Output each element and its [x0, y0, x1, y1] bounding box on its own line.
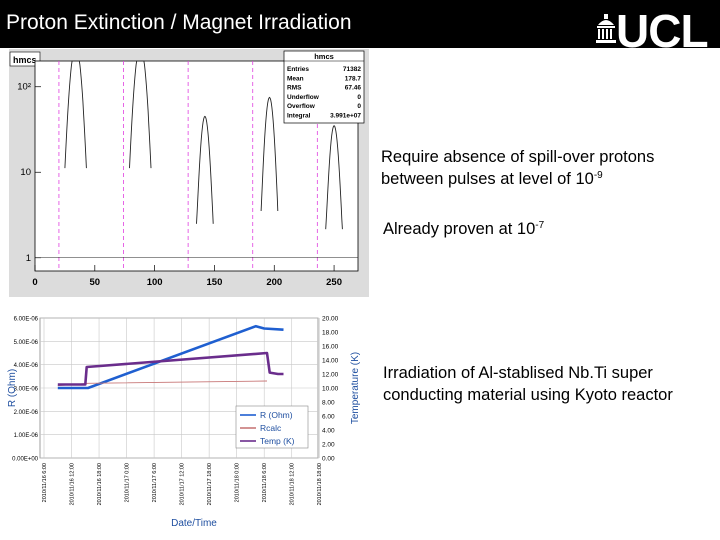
temperature-axis: 0.00 2.00 4.00 6.00 8.00 10.00 12.00 14.00 16.00… [322, 316, 339, 463]
yleft-tick-1: 1.00E-06 [14, 433, 39, 439]
x-label-0: 2010/11/16 6:00 [42, 463, 48, 502]
x-label-10: 2010/11/18 18:00 [317, 463, 323, 505]
x-label-5: 2010/11/17 12:00 [180, 463, 186, 505]
bullet-3-line2: conducting material using Kyoto reactor [383, 386, 673, 404]
x-label-1: 2010/11/16 12:00 [70, 463, 76, 505]
bullet-2-exponent: -7 [535, 220, 545, 231]
stats-key-0: Entries [287, 66, 309, 73]
yleft-tick-5: 5.00E-06 [14, 340, 39, 346]
ylabel-right: Temperature (K) [350, 352, 361, 424]
bullet-already-proven: Already proven at 10-7 [383, 218, 713, 240]
yright-tick-2: 4.00 [322, 428, 335, 435]
yright-tick-4: 8.00 [322, 400, 335, 407]
x-tick-150: 150 [207, 277, 223, 288]
peak-0 [64, 60, 87, 169]
stats-key-4: Overflow [287, 103, 316, 110]
stats-box-frame [283, 50, 365, 124]
legend-label-1: Rcalc [260, 423, 282, 433]
yleft-tick-0: 0.00E+00 [12, 457, 39, 463]
y-tick-0: 1 [26, 253, 31, 264]
yright-tick-10: 20.00 [322, 316, 339, 323]
series-2 [57, 351, 284, 386]
peak-1 [129, 60, 152, 169]
y-tick-2: 10² [17, 82, 31, 93]
stats-value-1: 178.7 [345, 75, 362, 82]
yright-tick-0: 0.00 [322, 456, 335, 463]
slide-title: Proton Extinction / Magnet Irradiation [6, 11, 352, 34]
histogram-x-axis: 0 50 100 150 200 250 [32, 265, 342, 288]
ucl-logo: UCL [596, 8, 720, 54]
histogram-bars [35, 60, 358, 259]
yleft-tick-3: 3.00E-06 [14, 387, 39, 393]
yright-tick-3: 6.00 [322, 414, 335, 421]
series-0 [57, 324, 284, 390]
stats-value-5: 3.991e+07 [330, 113, 361, 120]
x-label-3: 2010/11/17 0:00 [125, 463, 131, 502]
yright-tick-5: 10.00 [322, 386, 339, 393]
stats-title: hmcs [314, 52, 334, 61]
bullet-1-line2: between pulses at level of 10 [381, 170, 594, 188]
stats-key-1: Mean [287, 75, 304, 82]
peak-4 [325, 125, 343, 230]
pulse-markers [58, 61, 318, 271]
peak-3 [260, 96, 279, 212]
yleft-tick-2: 2.00E-06 [14, 410, 39, 416]
bullet-spill-over: Require absence of spill-over protons be… [381, 146, 711, 190]
histogram-tag-box [9, 51, 41, 67]
yright-tick-6: 12.00 [322, 372, 339, 379]
stats-key-5: Integral [287, 113, 311, 120]
x-tick-100: 100 [147, 277, 163, 288]
stats-box: hmcs Entries 71382 Mean 178.7 RMS 67.46 Underf… [283, 50, 365, 124]
irradiation-legend: R (Ohm) Rcalc Temp (K) [235, 405, 309, 449]
irradiation-series [57, 324, 284, 390]
stats-key-3: Underflow [287, 94, 320, 101]
yright-tick-7: 14.00 [322, 358, 339, 365]
yleft-tick-6: 6.00E-06 [14, 317, 39, 323]
x-tick-50: 50 [90, 277, 101, 288]
resistance-axis: 0.00E+00 1.00E-06 2.00E-06 3.00E-06 4.00E-06… [12, 317, 39, 463]
histogram-plot: hmcs 0 50 100 150 200 250 1 10 10² hmcs Entries… [9, 49, 369, 297]
legend-label-2: Temp (K) [260, 436, 295, 446]
ylabel-left: R (Ohm) [7, 369, 18, 407]
title-bar: Proton Extinction / Magnet Irradiation U… [0, 0, 720, 54]
yright-tick-8: 16.00 [322, 344, 339, 351]
stats-value-3: 0 [357, 94, 361, 101]
histogram-y-axis: 1 10 10² [17, 82, 41, 264]
time-axis: 2010/11/16 6:00 2010/11/16 12:00 2010/11/1… [42, 463, 323, 505]
histogram-tag: hmcs [13, 55, 37, 65]
x-tick-250: 250 [326, 277, 342, 288]
legend-label-0: R (Ohm) [260, 410, 293, 420]
bullet-irradiation: Irradiation of Al-stablised Nb.Ti super … [383, 362, 718, 406]
x-label-4: 2010/11/17 6:00 [152, 463, 158, 502]
ucl-logo-text: UCL [616, 5, 709, 57]
x-label-9: 2010/11/18 12:00 [290, 463, 296, 505]
yright-tick-1: 2.00 [322, 442, 335, 449]
bullet-1-exponent: -9 [593, 170, 603, 181]
x-tick-200: 200 [266, 277, 282, 288]
stats-value-2: 67.46 [345, 85, 362, 92]
yleft-tick-4: 4.00E-06 [14, 363, 39, 369]
bullet-3-line1: Irradiation of Al-stablised Nb.Ti super [383, 364, 653, 382]
x-label-6: 2010/11/17 18:00 [207, 463, 213, 505]
irradiation-plot: 0.00E+00 1.00E-06 2.00E-06 3.00E-06 4.00E-06… [4, 310, 368, 534]
x-label-8: 2010/11/18 6:00 [262, 463, 268, 502]
x-label-7: 2010/11/18 0:00 [235, 463, 241, 502]
x-label-2: 2010/11/16 18:00 [97, 463, 103, 505]
peak-2 [196, 115, 214, 224]
x-tick-0: 0 [32, 277, 37, 288]
xlabel: Date/Time [171, 518, 217, 529]
bullet-1-line1: Require absence of spill-over protons [381, 148, 655, 166]
y-tick-1: 10 [20, 167, 31, 178]
stats-key-2: RMS [287, 85, 302, 92]
stats-value-0: 71382 [343, 66, 361, 73]
bullet-2-text: Already proven at 10 [383, 220, 536, 238]
stats-value-4: 0 [357, 103, 361, 110]
portico-icon [596, 14, 616, 43]
stats-rows: Entries 71382 Mean 178.7 RMS 67.46 Underflow 0 O… [287, 66, 361, 120]
yright-tick-9: 18.00 [322, 330, 339, 337]
